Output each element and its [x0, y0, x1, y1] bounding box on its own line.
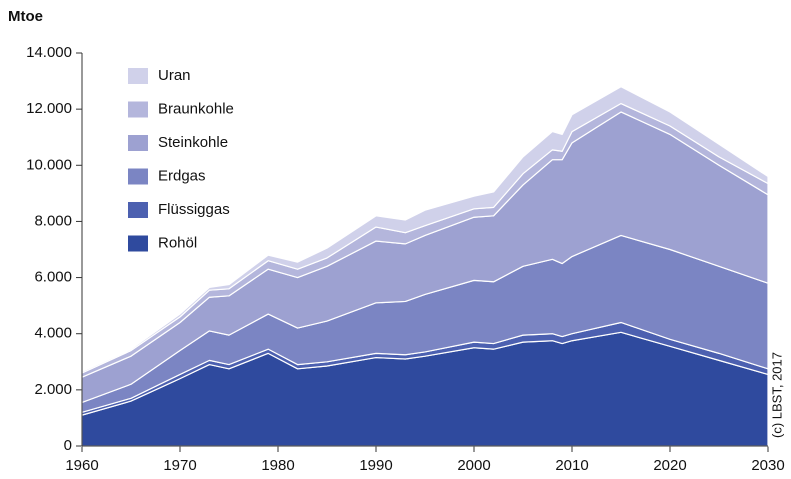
y-tick-label: 2.000 — [34, 381, 72, 398]
legend-swatch — [128, 168, 148, 185]
x-tick-label: 2010 — [555, 457, 588, 474]
legend-label: Braunkohle — [158, 100, 234, 117]
area — [81, 86, 769, 374]
y-tick-label: 4.000 — [34, 325, 72, 342]
y-tick-label: 10.000 — [26, 156, 72, 173]
legend-swatch — [128, 235, 148, 252]
legend-label: Erdgas — [158, 167, 206, 184]
legend-label: Uran — [158, 67, 191, 84]
y-tick-label: 12.000 — [26, 100, 72, 117]
legend-swatch — [128, 68, 148, 84]
x-tick-label: 2020 — [653, 457, 686, 474]
x-tick-label: 2030 — [751, 457, 784, 474]
legend-swatch — [128, 202, 148, 218]
y-axis-label: Mtoe — [8, 8, 43, 25]
credit: (c) LBST, 2017 — [769, 352, 784, 438]
legend-swatch — [128, 135, 148, 151]
x-tick-label: 1970 — [163, 457, 196, 474]
x-tick-label: 1960 — [65, 457, 98, 474]
y-tick-label: 8.000 — [34, 212, 72, 229]
legend-swatch — [128, 101, 148, 118]
legend-label: Flüssiggas — [158, 201, 230, 218]
legend-label: Steinkohle — [158, 134, 228, 151]
x-tick-label: 1980 — [261, 457, 294, 474]
legend-label: Rohöl — [158, 234, 197, 251]
x-tick-label: 1990 — [359, 457, 392, 474]
y-tick-label: 0 — [64, 437, 72, 454]
y-tick-label: 6.000 — [34, 269, 72, 286]
x-tick-label: 2000 — [457, 457, 490, 474]
y-tick-label: 14.000 — [26, 44, 72, 61]
